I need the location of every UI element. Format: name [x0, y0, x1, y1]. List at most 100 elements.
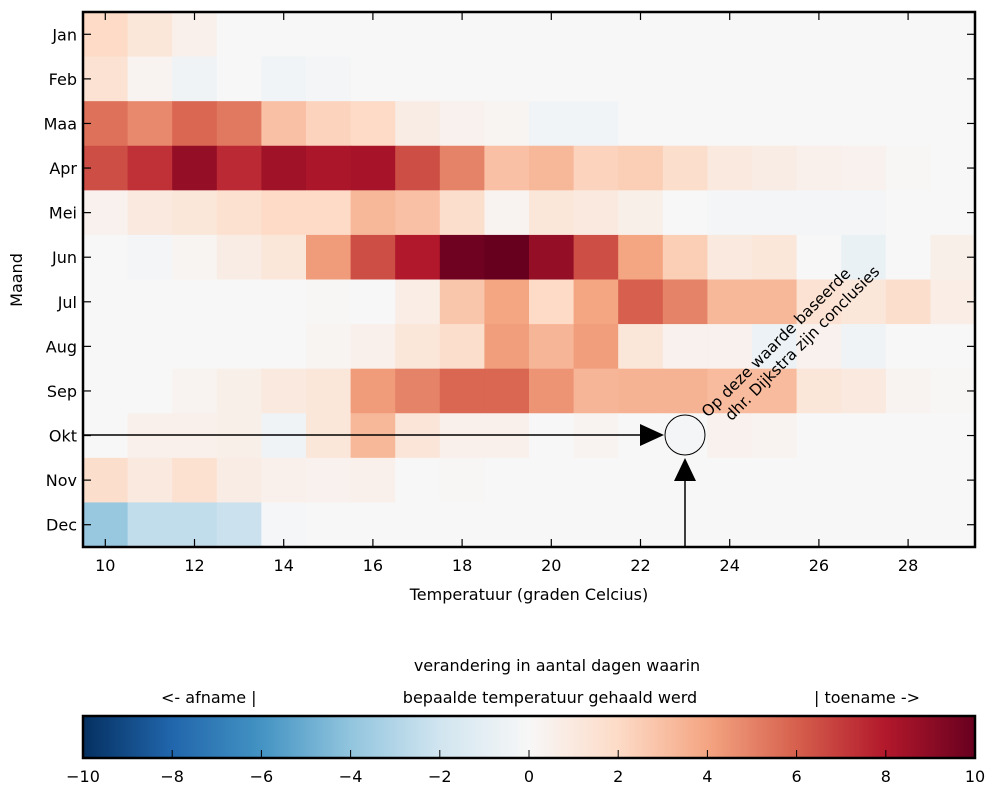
y-tick-label: Jan: [51, 25, 77, 44]
heatmap-cell: [350, 56, 396, 102]
x-tick-label: 10: [95, 556, 115, 575]
heatmap-cell: [216, 368, 262, 414]
heatmap-cell: [484, 12, 530, 58]
heatmap-cell: [529, 56, 575, 102]
heatmap-cell: [796, 457, 842, 504]
x-tick-label: 20: [541, 556, 561, 575]
heatmap-cell: [216, 56, 262, 102]
y-tick-label: Sep: [47, 382, 77, 401]
heatmap-cell: [752, 502, 798, 548]
heatmap-cell: [484, 145, 530, 191]
heatmap-cell: [484, 413, 530, 459]
heatmap-cell: [395, 368, 441, 414]
heatmap-cell: [395, 101, 441, 147]
heatmap-cell: [618, 324, 664, 370]
heatmap-cell: [752, 234, 798, 281]
heatmap-cell: [618, 457, 664, 504]
x-tick-label: 26: [809, 556, 829, 575]
heatmap-cell: [127, 279, 173, 325]
heatmap-cell: [662, 279, 708, 325]
heatmap-cell: [350, 145, 396, 191]
heatmap-cell: [529, 234, 575, 281]
heatmap-cell: [350, 279, 396, 325]
heatmap-cell: [216, 145, 262, 191]
horizontal-arrowhead-icon: [640, 424, 664, 446]
target-circle: [664, 414, 706, 456]
heatmap-cell: [484, 101, 530, 147]
colorbar-increase-label: | toename ->: [814, 688, 920, 707]
heatmap-cell: [127, 502, 173, 548]
heatmap-cell: [350, 413, 396, 459]
heatmap-cell: [841, 234, 887, 281]
heatmap-cell: [796, 234, 842, 281]
heatmap-cell: [618, 368, 664, 414]
heatmap-cell: [261, 101, 307, 147]
heatmap-cell: [885, 457, 931, 504]
heatmap-cell: [127, 324, 173, 370]
heatmap-cell: [662, 324, 708, 370]
heatmap-cell: [216, 457, 262, 504]
y-tick-label: Nov: [46, 471, 77, 490]
heatmap-cell: [172, 145, 218, 191]
colorbar-tick-label: −6: [250, 767, 274, 786]
heatmap-cell: [261, 324, 307, 370]
vertical-arrowhead-icon: [674, 458, 696, 481]
heatmap-cell: [395, 190, 441, 236]
heatmap-cell: [127, 413, 173, 459]
colorbar-tick-label: 0: [524, 767, 534, 786]
heatmap-cell: [796, 190, 842, 236]
heatmap-cell: [662, 234, 708, 281]
heatmap-cell: [529, 145, 575, 191]
heatmap-cell: [395, 234, 441, 281]
heatmap-cell: [261, 457, 307, 504]
heatmap-cell: [529, 457, 575, 504]
heatmap-cell: [395, 502, 441, 548]
heatmap-cell: [752, 101, 798, 147]
heatmap-cell: [707, 190, 753, 236]
y-tick-label: Dec: [46, 516, 77, 535]
colorbar-title-line-1: verandering in aantal dagen waarin: [414, 656, 700, 675]
heatmap-cell: [306, 413, 352, 459]
colorbar-tick-label: −4: [339, 767, 363, 786]
heatmap-cell: [573, 457, 619, 504]
heatmap-cell: [127, 145, 173, 191]
heatmap-cell: [306, 279, 352, 325]
heatmap-cell: [127, 12, 173, 58]
heatmap-cell: [439, 101, 485, 147]
heatmap-cell: [172, 234, 218, 281]
heatmap-cell: [573, 234, 619, 281]
heatmap-cell: [662, 56, 708, 102]
y-tick-label: Jun: [51, 248, 77, 267]
heatmap-cell: [885, 368, 931, 414]
heatmap-cell: [484, 502, 530, 548]
heatmap-cell: [707, 457, 753, 504]
heatmap-cell: [395, 324, 441, 370]
heatmap-cell: [529, 190, 575, 236]
heatmap-cell: [306, 56, 352, 102]
colorbar-ticks: −10 −8 −6 −4 −2 0 2 4 6 8 10: [66, 750, 985, 786]
heatmap-cell: [796, 56, 842, 102]
heatmap-cell: [707, 101, 753, 147]
heatmap-cell: [350, 368, 396, 414]
heatmap-cell: [395, 12, 441, 58]
heatmap-cell: [885, 413, 931, 459]
heatmap-cell: [261, 368, 307, 414]
heatmap-cell: [618, 234, 664, 281]
y-tick-label: Maa: [44, 114, 77, 133]
heatmap-cell: [841, 145, 887, 191]
heatmap-cell: [573, 12, 619, 58]
heatmap-cell: [395, 279, 441, 325]
heatmap-cell: [350, 101, 396, 147]
heatmap-cell: [618, 190, 664, 236]
heatmap-cell: [618, 56, 664, 102]
heatmap-cell: [796, 324, 842, 370]
heatmap-cell: [261, 56, 307, 102]
colorbar-tick-label: 8: [881, 767, 891, 786]
y-tick-label: Jul: [57, 293, 77, 312]
heatmap-cell: [618, 145, 664, 191]
heatmap-cell: [885, 145, 931, 191]
heatmap-cell: [216, 413, 262, 459]
heatmap-cell: [216, 12, 262, 58]
heatmap-cell: [172, 279, 218, 325]
heatmap-cell: [662, 145, 708, 191]
